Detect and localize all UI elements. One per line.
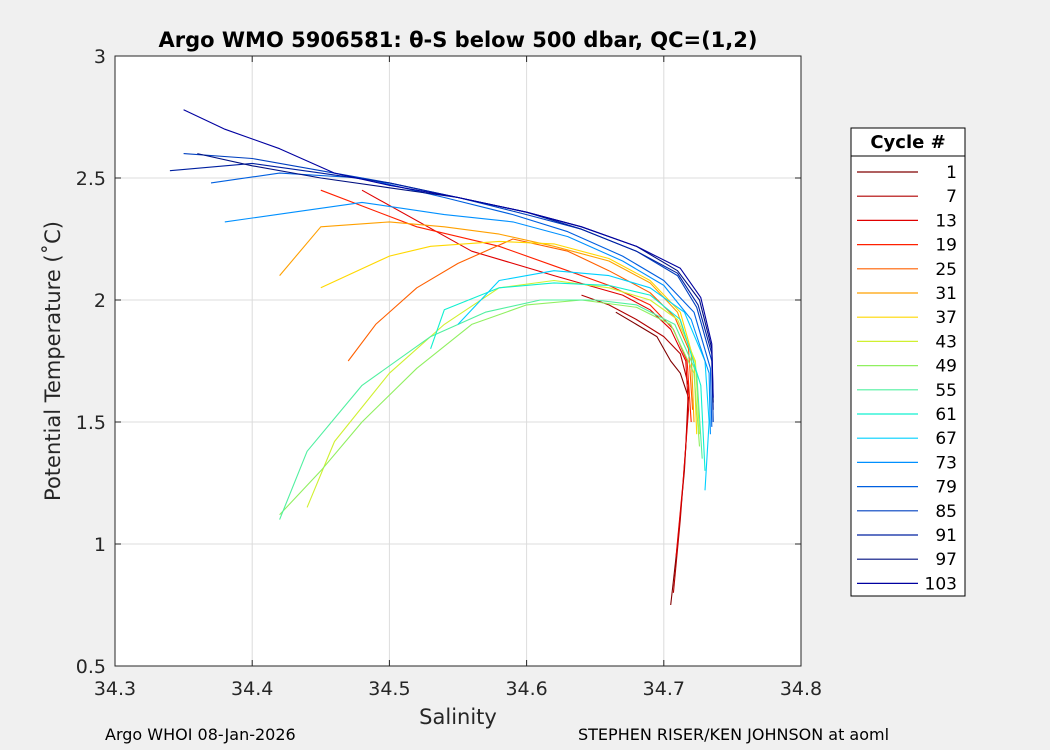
legend-label: 79: [935, 478, 957, 498]
y-tick-label: 0.5: [76, 656, 106, 678]
y-tick-label: 1.5: [76, 412, 106, 434]
legend-label: 19: [935, 236, 957, 256]
legend-label: 13: [935, 211, 957, 231]
footer-right: STEPHEN RISER/KEN JOHNSON at aoml: [578, 725, 890, 744]
legend-label: 67: [935, 429, 957, 449]
series-line-cycle-43: [306, 279, 701, 508]
legend-label: 31: [935, 284, 957, 304]
series-line-cycle-85: [183, 153, 714, 423]
series-line-cycle-79: [210, 172, 713, 427]
legend-label: 85: [935, 502, 957, 522]
chart-title: Argo WMO 5906581: θ-S below 500 dbar, QC…: [159, 28, 758, 52]
legend-label: 49: [935, 357, 957, 377]
x-tick-label: 34.6: [505, 678, 547, 700]
legend-box: [850, 127, 966, 597]
series-line-cycle-55: [279, 299, 703, 520]
legend-label: 91: [935, 526, 957, 546]
plot-area: [115, 56, 801, 666]
series-line-cycle-67: [457, 270, 710, 491]
legend-label: 1: [946, 163, 957, 183]
legend-label: 55: [935, 381, 957, 401]
legend-label: 43: [935, 332, 957, 352]
legend-title: Cycle #: [870, 132, 945, 153]
y-tick-label: 1: [94, 534, 106, 556]
series-line-cycle-49: [279, 299, 701, 516]
legend-label: 61: [935, 405, 957, 425]
x-tick-label: 34.4: [231, 678, 273, 700]
data-series: [169, 109, 714, 606]
x-tick-label: 34.5: [368, 678, 410, 700]
legend-label: 73: [935, 453, 957, 473]
y-tick-label: 3: [94, 46, 106, 68]
footer-left: Argo WHOI 08-Jan-2026: [105, 725, 296, 744]
x-axis-label: Salinity: [419, 705, 497, 729]
y-axis-label: Potential Temperature (˚C): [41, 221, 65, 501]
series-line-cycle-91: [169, 162, 714, 410]
legend-label: 25: [935, 260, 957, 280]
legend-label: 37: [935, 308, 957, 328]
legend: Cycle # 1 7 13 19 25 31 37 43 49 55 61 67 73 79 85 91 97…: [850, 127, 966, 597]
legend-label: 7: [946, 187, 957, 207]
y-tick-label: 2.5: [76, 168, 106, 190]
y-tick-label: 2: [94, 290, 106, 312]
x-tick-label: 34.3: [94, 678, 136, 700]
legend-label: 97: [935, 550, 957, 570]
axes-box: [114, 55, 802, 667]
series-line-cycle-73: [224, 201, 711, 435]
x-tick-label: 34.8: [780, 678, 822, 700]
x-tick-label: 34.7: [643, 678, 685, 700]
legend-label: 103: [925, 574, 957, 594]
ticks: 34.3 34.4 34.5 34.6 34.7 34.8 0.5 1 1.5 2 2.5 3: [76, 46, 822, 700]
series-line-cycle-25: [347, 238, 694, 410]
series-line-cycle-103: [183, 109, 714, 398]
legend-entries: 1 7 13 19 25 31 37 43 49 55 61 67 73 79 85 91 97 103: [857, 163, 957, 594]
series-line-cycle-61: [430, 282, 706, 471]
series-line-cycle-37: [320, 240, 698, 435]
